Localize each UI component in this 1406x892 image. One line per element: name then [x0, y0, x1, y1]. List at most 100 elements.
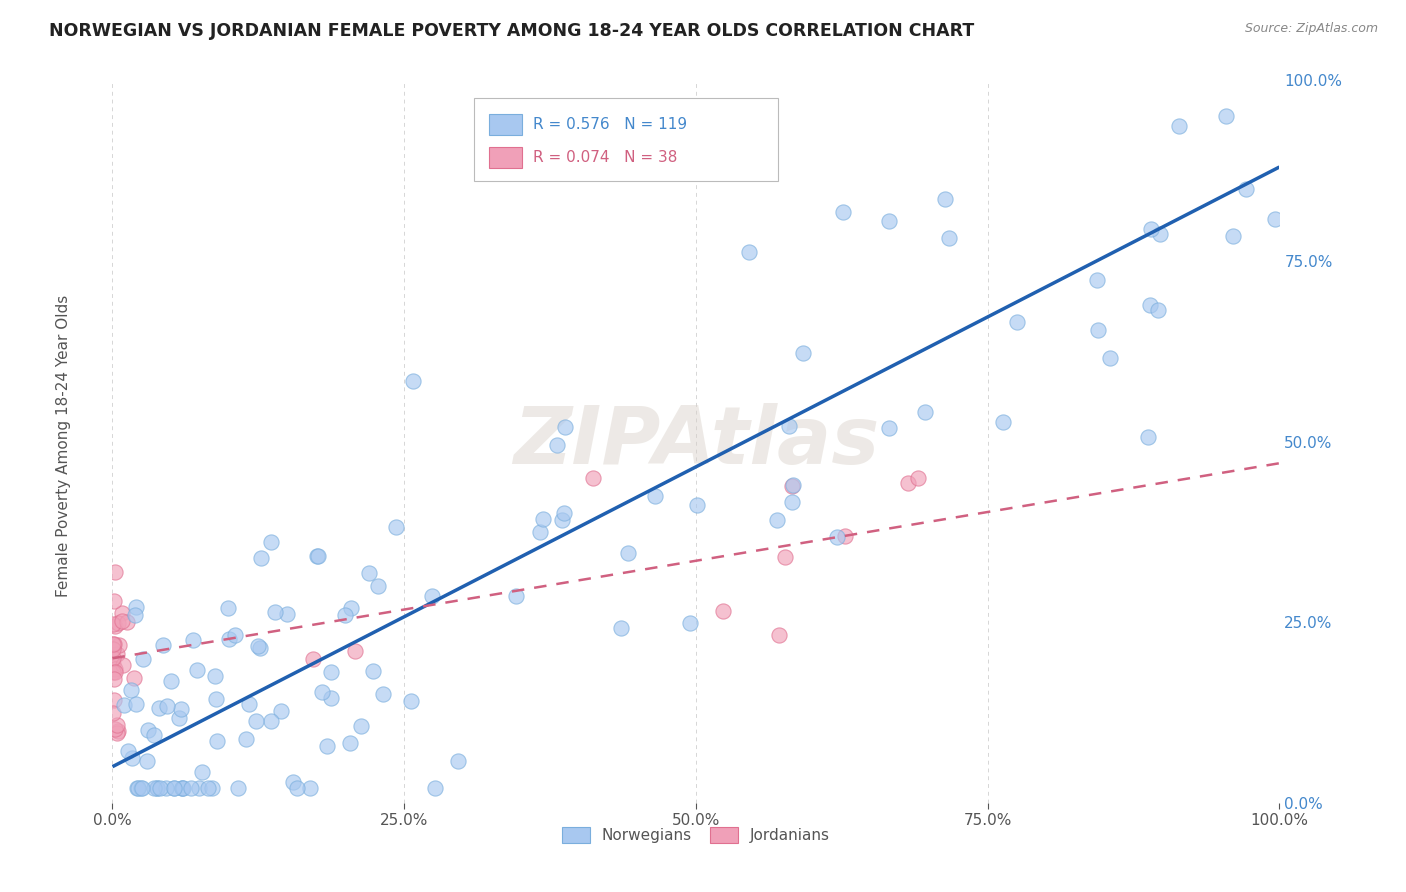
Point — [834, 528, 856, 542]
Point — [302, 651, 325, 665]
Point — [316, 739, 339, 753]
Point — [359, 566, 381, 581]
Point — [217, 600, 239, 615]
Point — [276, 607, 298, 621]
Point — [766, 513, 789, 527]
Point — [283, 775, 305, 789]
Point — [204, 692, 226, 706]
Point — [156, 698, 179, 713]
Point — [111, 658, 134, 673]
Point — [1147, 302, 1170, 317]
Point — [1222, 229, 1244, 244]
Point — [399, 693, 422, 707]
Point — [782, 495, 804, 509]
Point — [117, 615, 139, 629]
Point — [226, 781, 249, 796]
Point — [136, 754, 159, 768]
Point — [609, 622, 631, 636]
Point — [103, 638, 125, 652]
Point — [402, 374, 425, 388]
Point — [333, 607, 356, 622]
Point — [112, 698, 135, 712]
Point — [582, 470, 605, 484]
Point — [773, 550, 796, 565]
Point — [425, 781, 447, 796]
Point — [107, 724, 129, 739]
Point — [224, 628, 246, 642]
Point — [307, 549, 329, 563]
Point — [117, 744, 139, 758]
Point — [914, 405, 936, 419]
Point — [343, 644, 366, 658]
Point — [190, 764, 212, 779]
Point — [897, 476, 920, 491]
Point — [1149, 227, 1171, 241]
Point — [121, 751, 143, 765]
Point — [238, 697, 260, 711]
Point — [713, 603, 735, 617]
Point — [101, 616, 124, 631]
Point — [311, 685, 333, 699]
Point — [146, 781, 169, 796]
Point — [120, 683, 142, 698]
Point — [264, 605, 287, 619]
Point — [553, 506, 575, 520]
Point — [780, 479, 803, 493]
Point — [938, 231, 960, 245]
Point — [339, 736, 361, 750]
Point — [204, 668, 226, 682]
Point — [832, 205, 855, 219]
Point — [361, 664, 384, 678]
Point — [197, 781, 219, 796]
Point — [827, 530, 849, 544]
Point — [107, 638, 129, 652]
Point — [385, 520, 408, 534]
Point — [319, 690, 342, 705]
Point — [143, 728, 166, 742]
Point — [1167, 120, 1189, 134]
Point — [531, 512, 554, 526]
Point — [1215, 110, 1237, 124]
Point — [145, 781, 167, 796]
Point — [554, 419, 576, 434]
Point — [235, 732, 257, 747]
Point — [186, 664, 208, 678]
Point — [686, 499, 709, 513]
Point — [103, 637, 125, 651]
Point — [105, 726, 128, 740]
Point — [270, 704, 292, 718]
Point — [143, 781, 166, 796]
Point — [129, 781, 152, 796]
Point — [307, 549, 329, 563]
Point — [111, 607, 134, 621]
FancyBboxPatch shape — [474, 98, 778, 181]
Point — [104, 722, 127, 736]
Point — [170, 781, 193, 796]
Point — [187, 781, 209, 796]
Point — [101, 651, 124, 665]
Point — [1140, 222, 1163, 236]
Point — [104, 662, 127, 676]
Point — [877, 214, 900, 228]
Point — [218, 632, 240, 646]
Point — [447, 755, 470, 769]
Text: ZIPAtlas: ZIPAtlas — [513, 402, 879, 481]
Point — [103, 594, 125, 608]
Point — [125, 697, 148, 711]
Point — [246, 639, 269, 653]
Point — [107, 615, 129, 630]
Point — [152, 638, 174, 652]
Point — [125, 600, 148, 615]
Point — [111, 614, 134, 628]
Point — [371, 687, 394, 701]
Point — [148, 701, 170, 715]
Point — [127, 781, 149, 796]
Point — [163, 781, 186, 796]
Point — [131, 781, 153, 796]
Point — [155, 781, 177, 796]
Point — [245, 714, 267, 728]
Point — [617, 546, 640, 560]
Point — [104, 565, 127, 579]
Point — [122, 671, 145, 685]
Point — [529, 524, 551, 539]
